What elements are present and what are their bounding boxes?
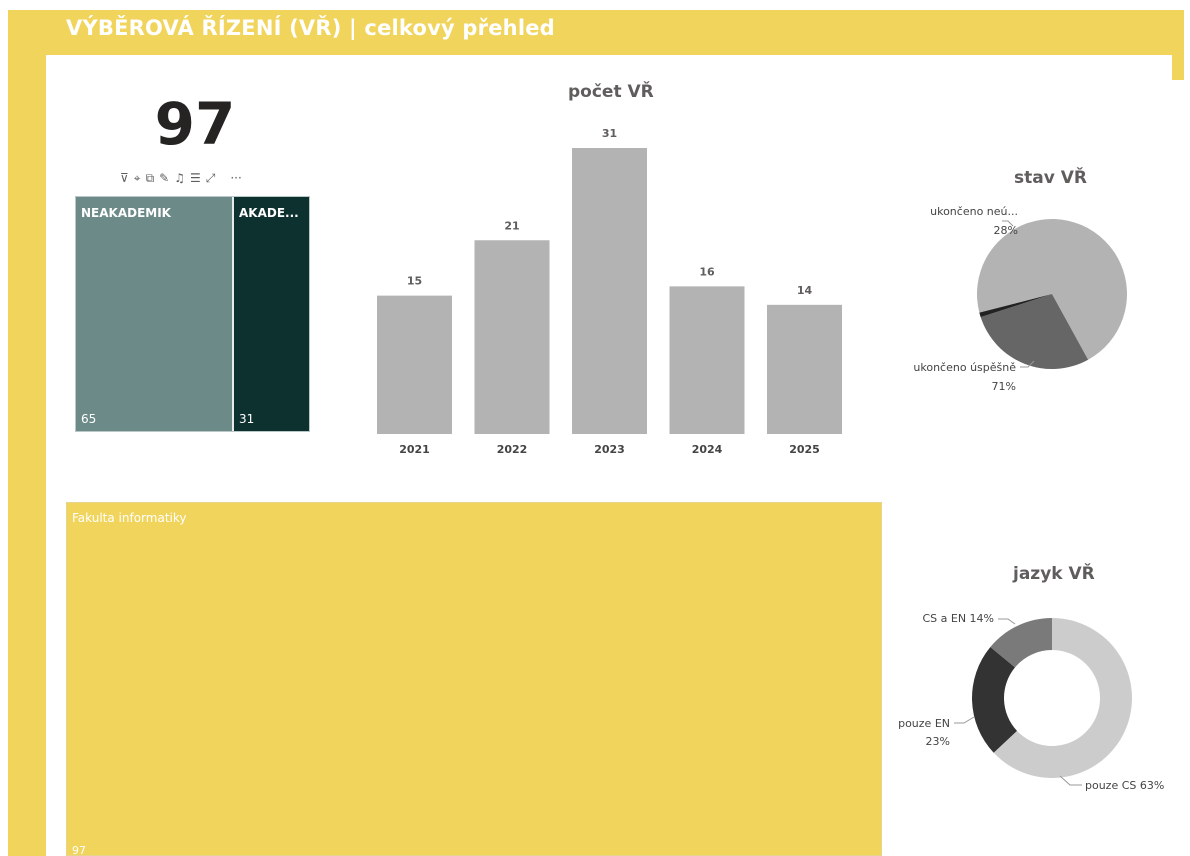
bar-data-label: 16 bbox=[699, 265, 715, 278]
bar-2024[interactable] bbox=[669, 286, 745, 434]
pie-label-percent: 28% bbox=[994, 224, 1018, 237]
slice-1[interactable] bbox=[980, 294, 1089, 369]
more-options-icon[interactable]: ··· bbox=[230, 171, 242, 185]
bar-data-label: 31 bbox=[602, 127, 617, 140]
slice-0[interactable] bbox=[977, 219, 1127, 360]
leader-line bbox=[998, 618, 1016, 625]
treemap-cell-value: 31 bbox=[239, 412, 255, 426]
page-title: VÝBĚROVÁ ŘÍZENÍ (VŘ) | celkový přehled bbox=[66, 16, 555, 40]
pie-label-name: ukončeno úspěšně bbox=[913, 361, 1016, 374]
x-axis-tick-label: 2023 bbox=[594, 443, 625, 456]
bar-2021[interactable] bbox=[377, 295, 452, 434]
leader-line bbox=[954, 716, 975, 724]
treemap-faculty-label: Fakulta informatiky bbox=[72, 511, 187, 525]
kpi-card-value: 97 bbox=[154, 90, 236, 158]
pie-label-name: ukončeno neú... bbox=[930, 205, 1018, 218]
x-axis-tick-label: 2022 bbox=[497, 443, 528, 456]
treemap-cell-neakademik[interactable]: NEAKADEMIK 65 bbox=[76, 197, 234, 431]
bar-2025[interactable] bbox=[767, 304, 842, 434]
treemap-faculty[interactable]: Fakulta informatiky 97 bbox=[66, 502, 882, 856]
bar-chart-title: počet VŘ bbox=[568, 82, 654, 102]
donut-chart-language: pouze CS 63% pouze EN 23% CS a EN 14% bbox=[898, 612, 1164, 792]
left-frame-strip bbox=[8, 10, 46, 856]
slice-2[interactable] bbox=[979, 294, 1052, 318]
bar-2022[interactable] bbox=[474, 240, 550, 434]
treemap-cell-akademik[interactable]: AKADE... 31 bbox=[234, 197, 309, 431]
treemap-employee-type[interactable]: NEAKADEMIK 65 AKADE... 31 bbox=[75, 196, 310, 432]
visual-header-toolbar: ⊽ ⌖ ⧉ ✎ ♫ ☰ ⤢ ··· bbox=[120, 168, 242, 188]
bar-chart-count: 15 2021 21 2022 31 2023 16 2024 14 2025 bbox=[377, 127, 842, 456]
pin-icon[interactable]: ⌖ bbox=[133, 171, 141, 185]
comment-icon[interactable]: ✎ bbox=[159, 171, 170, 185]
pie-chart-title: stav VŘ bbox=[1014, 168, 1087, 188]
title-bar bbox=[8, 10, 1184, 55]
x-axis-tick-label: 2025 bbox=[789, 443, 820, 456]
bar-data-label: 21 bbox=[504, 219, 519, 232]
filter-icon[interactable]: ⊽ bbox=[120, 171, 129, 185]
pie-chart-status: ukončeno neú... 28% ukončeno úspěšně 71% bbox=[913, 205, 1127, 393]
bell-icon[interactable]: ♫ bbox=[174, 171, 185, 185]
bar-data-label: 15 bbox=[407, 275, 422, 288]
donut-label-percent: 23% bbox=[926, 735, 950, 748]
focus-mode-icon[interactable]: ⤢ bbox=[205, 171, 216, 185]
leader-line bbox=[1002, 220, 1014, 227]
bar-data-label: 14 bbox=[797, 284, 813, 297]
x-axis-tick-label: 2021 bbox=[399, 443, 430, 456]
treemap-faculty-value: 97 bbox=[72, 844, 86, 856]
bar-2023[interactable] bbox=[572, 148, 647, 434]
pie-label-percent: 71% bbox=[992, 380, 1016, 393]
slice-1[interactable] bbox=[972, 647, 1018, 753]
copy-icon[interactable]: ⧉ bbox=[145, 171, 155, 185]
right-frame-strip bbox=[1172, 10, 1184, 80]
leader-line bbox=[1059, 775, 1082, 786]
donut-chart-title: jazyk VŘ bbox=[1013, 564, 1095, 584]
filter-list-icon[interactable]: ☰ bbox=[189, 171, 201, 185]
slice-2[interactable] bbox=[990, 618, 1052, 668]
treemap-cell-label: AKADE... bbox=[239, 206, 299, 220]
x-axis-tick-label: 2024 bbox=[692, 443, 723, 456]
donut-label-name: CS a EN 14% bbox=[922, 612, 994, 625]
donut-label-name: pouze CS 63% bbox=[1085, 779, 1164, 792]
treemap-cell-label: NEAKADEMIK bbox=[81, 206, 171, 220]
treemap-cell-value: 65 bbox=[81, 412, 97, 426]
slice-0[interactable] bbox=[993, 618, 1132, 778]
donut-label-name: pouze EN bbox=[898, 717, 950, 730]
leader-line bbox=[1020, 360, 1035, 368]
